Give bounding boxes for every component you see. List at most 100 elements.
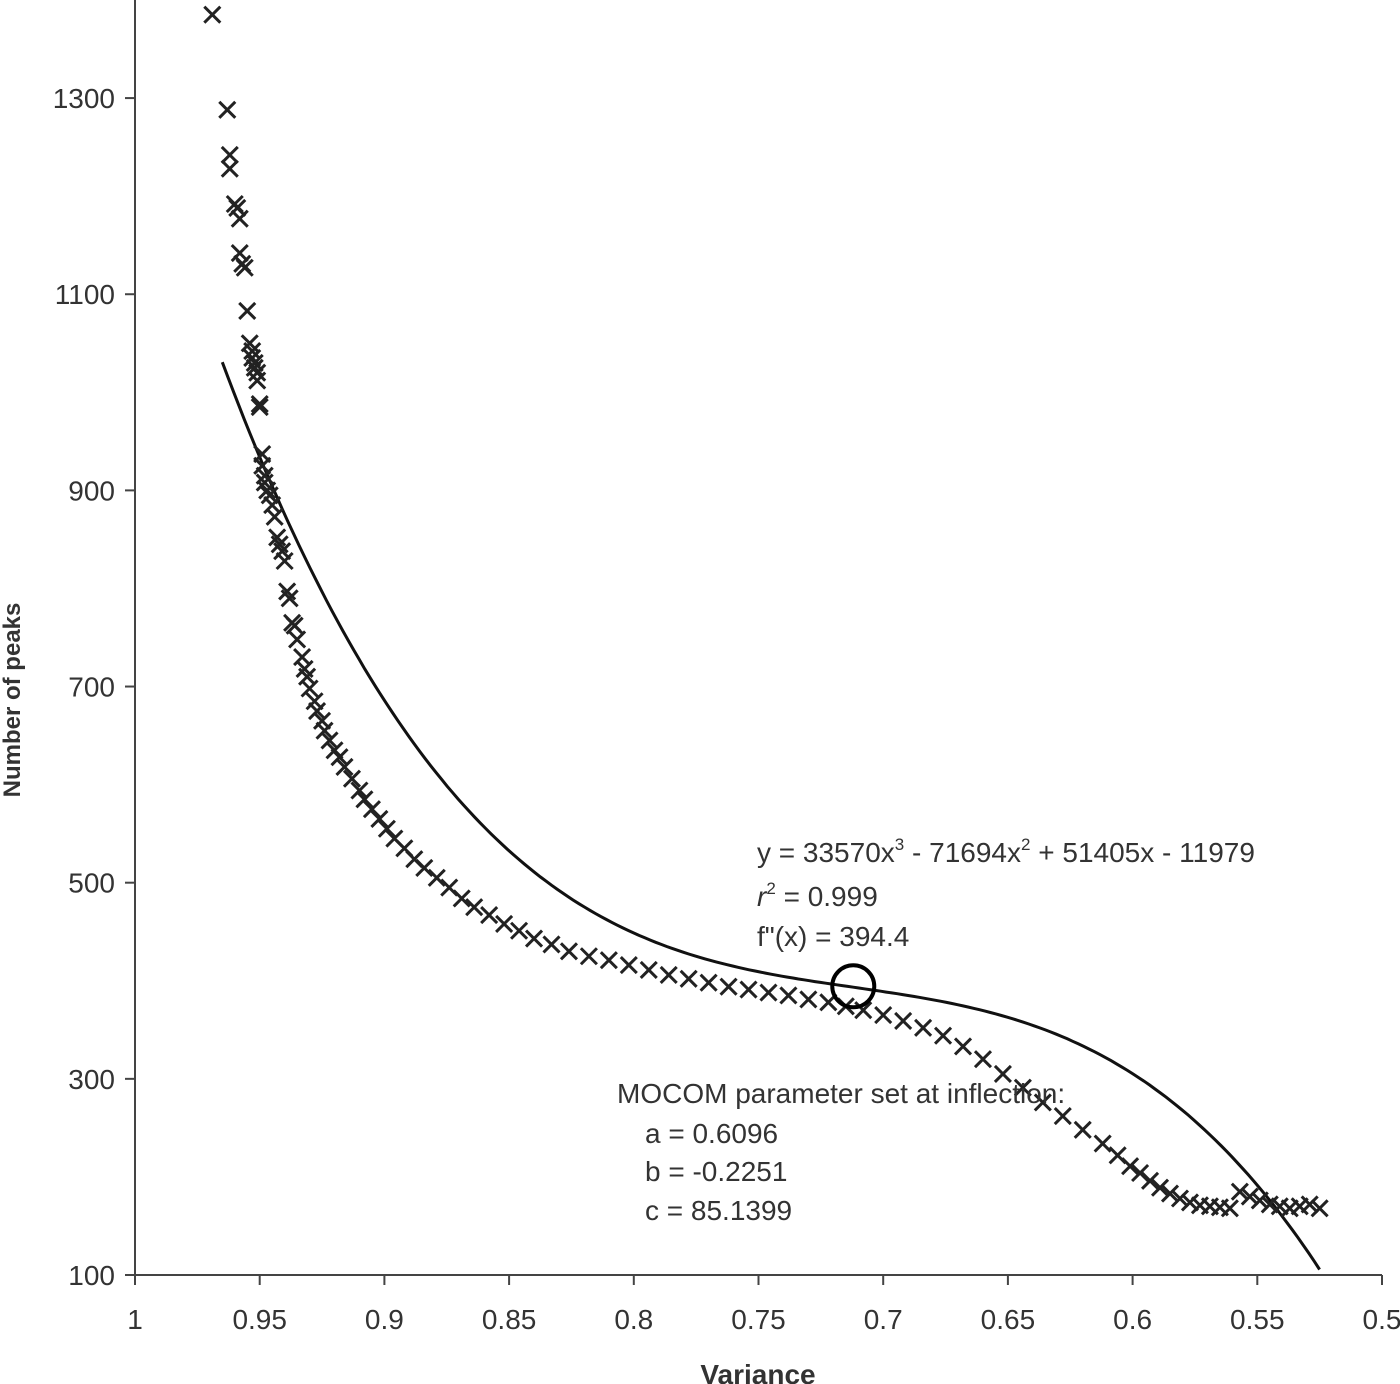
x-tick-label: 0.8 (614, 1304, 653, 1335)
data-point (1121, 1157, 1140, 1176)
y-tick-label: 100 (68, 1260, 115, 1291)
data-point (228, 198, 247, 217)
data-point (285, 616, 304, 635)
data-point (914, 1018, 933, 1037)
data-point (1310, 1199, 1329, 1218)
data-point (973, 1050, 993, 1069)
y-axis-ticks: 100 300 500 700 900 1100 1300 (53, 83, 135, 1291)
data-point (1033, 1093, 1052, 1112)
data-point (510, 921, 529, 940)
data-point (465, 898, 484, 917)
data-point (559, 942, 579, 961)
r-value: = 0.999 (776, 881, 878, 912)
r-squared-label: r2 = 0.999 (757, 879, 878, 912)
x-axis-title: Variance (700, 1359, 815, 1384)
data-point (579, 947, 598, 966)
data-point (315, 721, 334, 740)
data-point (779, 986, 798, 1005)
data-point (1180, 1193, 1200, 1212)
data-point (1053, 1107, 1072, 1126)
data-point (330, 748, 349, 767)
data-point (235, 258, 254, 277)
data-point (719, 977, 738, 996)
mocom-param-c: c = 85.1399 (645, 1195, 792, 1226)
data-point (1013, 1078, 1032, 1097)
equation-part-2: - 71694x (904, 837, 1021, 868)
data-point (230, 209, 249, 228)
mocom-param-a: a = 0.6096 (645, 1118, 778, 1149)
r-exp: 2 (766, 879, 775, 898)
data-point (377, 819, 396, 838)
data-point (248, 371, 267, 390)
data-point (1300, 1195, 1319, 1214)
data-point (1240, 1187, 1259, 1206)
data-point (1230, 1182, 1249, 1201)
data-point (248, 363, 267, 382)
x-tick-label: 0.7 (864, 1304, 903, 1335)
equation-exp-3: 3 (895, 835, 904, 854)
x-tick-label: 0.75 (731, 1304, 786, 1335)
data-point (679, 969, 698, 988)
data-point (265, 507, 284, 526)
x-tick-label: 0.5 (1363, 1304, 1400, 1335)
data-point (238, 301, 257, 320)
equation-label: y = 33570x3 - 71694x2 + 51405x - 11979 (757, 835, 1255, 868)
mocom-heading: MOCOM parameter set at inflection: (617, 1078, 1065, 1109)
data-point (452, 889, 471, 908)
data-point (495, 914, 514, 933)
data-point (1131, 1163, 1150, 1183)
data-point (320, 731, 339, 750)
data-point (894, 1011, 913, 1031)
data-point (1073, 1120, 1092, 1139)
mocom-param-b: b = -0.2251 (645, 1156, 787, 1187)
data-point (230, 243, 249, 263)
data-point (993, 1064, 1012, 1084)
x-tick-label: 1 (127, 1304, 143, 1335)
data-point (799, 990, 818, 1009)
data-point (759, 983, 778, 1002)
x-tick-label: 0.85 (482, 1304, 537, 1335)
equation-part-1: y = 33570x (757, 837, 895, 868)
data-point (619, 956, 638, 975)
data-point (1093, 1134, 1112, 1153)
y-tick-label: 500 (68, 868, 115, 899)
data-point (362, 800, 381, 819)
data-point (933, 1026, 953, 1045)
data-point (1140, 1171, 1160, 1190)
data-point (1220, 1199, 1239, 1218)
data-point (308, 701, 327, 721)
data-point (599, 951, 618, 970)
data-point (524, 929, 544, 948)
y-tick-label: 300 (68, 1064, 115, 1095)
inflection-point-circle (830, 963, 877, 1010)
data-point (300, 679, 319, 698)
x-tick-label: 0.65 (981, 1304, 1036, 1335)
equation-exp-2: 2 (1021, 835, 1030, 854)
data-point (220, 145, 239, 165)
x-tick-label: 0.55 (1230, 1304, 1285, 1335)
second-derivative-label: f"(x) = 394.4 (757, 921, 909, 952)
data-point (480, 905, 499, 925)
data-point (350, 781, 369, 800)
data-point (258, 481, 277, 500)
data-point (342, 769, 362, 788)
data-point (874, 1006, 893, 1025)
data-point (275, 551, 294, 571)
data-point (288, 630, 307, 649)
data-point (335, 757, 354, 777)
data-point (250, 397, 269, 417)
data-point (739, 980, 758, 999)
data-point (250, 395, 269, 414)
data-point (218, 100, 237, 119)
data-point (1250, 1191, 1269, 1210)
equation-part-3: + 51405x - 11979 (1030, 837, 1254, 868)
data-point (699, 973, 718, 992)
data-point (255, 466, 274, 485)
y-tick-label: 1300 (53, 83, 115, 114)
x-tick-label: 0.9 (365, 1304, 404, 1335)
x-tick-label: 0.6 (1113, 1304, 1152, 1335)
data-point (639, 960, 658, 980)
data-point (953, 1037, 973, 1056)
data-points (203, 5, 1329, 1218)
y-tick-label: 700 (68, 672, 115, 703)
